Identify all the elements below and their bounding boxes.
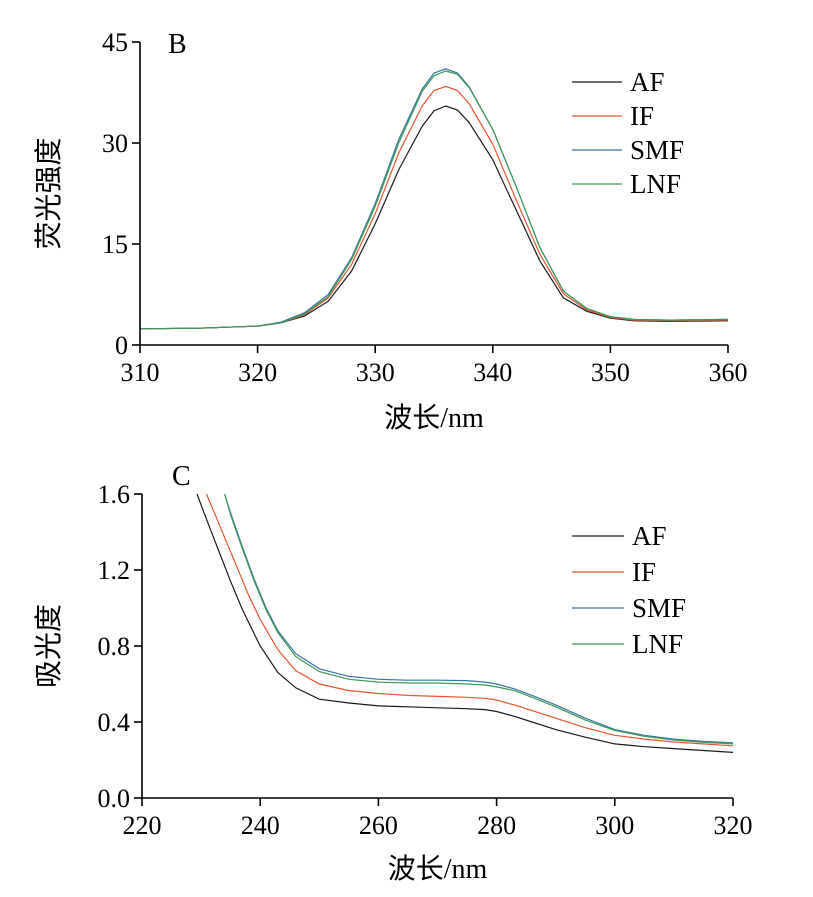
legend-label-if: IF [630,101,654,131]
x-tick-label: 340 [473,358,512,387]
y-tick-label: 15 [102,230,128,259]
series-line-af [196,493,734,753]
y-tick-label: 45 [102,28,128,57]
legend-label-smf: SMF [632,593,686,623]
fluorescence-chart-panel-b: 310 320 330 340 350 360 0 15 30 45 波长/nm 荧光强度 B AF IF S… [33,28,748,434]
x-tick-label: 310 [121,358,160,387]
y-tick-label: 30 [102,129,128,158]
legend-label-af: AF [632,521,667,551]
series-line-if [205,493,734,747]
y-tick-label: 0 [115,331,128,360]
x-tick-label: 220 [123,811,162,840]
x-axis-label: 波长/nm [384,402,484,434]
y-axis-label: 吸光度 [33,604,65,688]
legend-label-lnf: LNF [630,169,681,199]
y-tick-label: 1.2 [98,556,131,585]
y-tick-label: 1.6 [98,480,131,509]
legend-label-af: AF [630,67,665,97]
legend: AF IF SMF LNF [572,521,686,659]
x-tick-label: 350 [591,358,630,387]
absorbance-chart-panel-c: 220 240 260 280 300 320 0.0 0.4 0.8 1.2 1.6 波长/nm 吸光… [33,461,753,885]
x-tick-label: 330 [356,358,395,387]
y-axis-label: 荧光强度 [33,137,65,249]
y-tick-label: 0.4 [98,708,131,737]
panel-label: B [168,29,187,60]
x-tick-label: 320 [714,811,753,840]
legend-label-smf: SMF [630,135,684,165]
x-tick-label: 280 [477,811,516,840]
series-line-lnf [224,493,734,745]
legend: AF IF SMF LNF [572,67,684,199]
y-tick-label: 0.0 [98,784,131,813]
legend-label-if: IF [632,557,656,587]
x-tick-label: 260 [359,811,398,840]
x-tick-label: 320 [238,358,277,387]
x-axis-label: 波长/nm [388,853,488,885]
series-line-lnf [139,70,729,330]
series-line-af [139,105,729,330]
y-tick-label: 0.8 [98,632,131,661]
x-tick-label: 240 [241,811,280,840]
x-tick-label: 300 [595,811,634,840]
panel-label: C [172,461,191,492]
x-tick-label: 360 [709,358,748,387]
series-line-smf [224,493,734,744]
legend-label-lnf: LNF [632,629,683,659]
